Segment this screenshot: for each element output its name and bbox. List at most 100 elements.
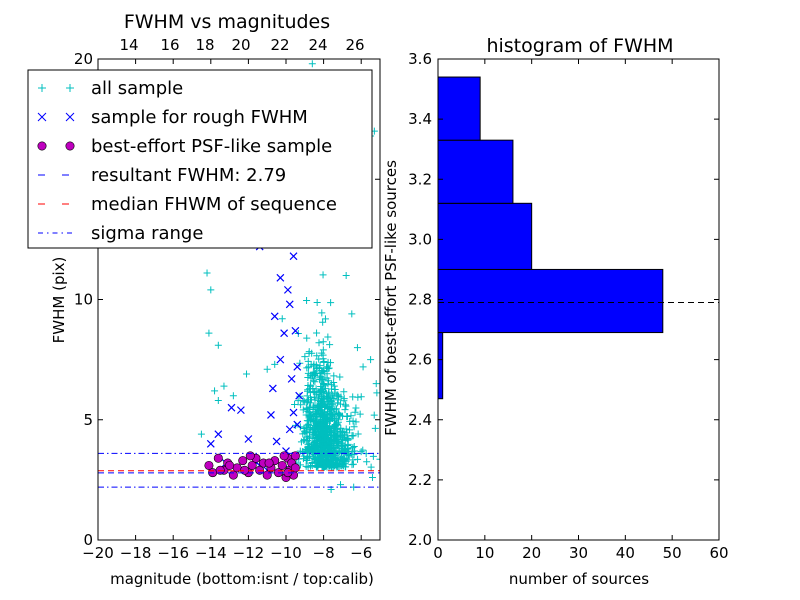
all-sample-point	[347, 412, 355, 420]
rough-fwhm-point	[270, 312, 279, 321]
all-sample-point	[356, 410, 364, 418]
all-sample-point	[313, 412, 321, 420]
all-sample-point	[319, 423, 327, 431]
all-sample-point	[325, 364, 333, 372]
all-sample-point	[278, 315, 286, 323]
top-axis-tick-label: 24	[308, 36, 327, 54]
x-tick-label: −20	[82, 544, 114, 562]
all-sample-point	[349, 444, 357, 452]
scatter-plot: −20−18−16−14−12−10−8−6051015201416182022…	[27, 11, 381, 588]
top-axis-tick-label: 20	[231, 36, 250, 54]
all-sample-point	[343, 434, 351, 442]
histogram-y-label: FWHM of best-effort PSF-like sources	[382, 160, 400, 436]
all-sample-point	[306, 381, 314, 389]
all-sample-point	[333, 420, 341, 428]
all-sample-point	[363, 458, 371, 466]
all-sample-point	[342, 454, 350, 462]
all-sample-point	[319, 429, 327, 437]
histogram-bar	[437, 202, 533, 270]
all-sample-point	[324, 365, 332, 373]
plot-area	[98, 60, 380, 493]
y-tick-label: 2.2	[408, 471, 432, 489]
top-axis-tick-label: 14	[119, 36, 138, 54]
all-sample-point	[372, 380, 380, 388]
all-sample-point	[305, 385, 313, 393]
all-sample-point	[367, 356, 375, 364]
all-sample-point	[302, 456, 310, 464]
all-sample-point	[313, 299, 321, 307]
y-tick-label: 0	[83, 531, 93, 549]
all-sample-point	[320, 382, 328, 390]
all-sample-point	[371, 424, 379, 432]
top-axis-tick-label: 18	[195, 36, 214, 54]
all-sample-point	[336, 373, 344, 381]
all-sample-point	[330, 379, 338, 387]
scatter-x-label: magnitude (bottom:isnt / top:calib)	[110, 570, 374, 588]
y-tick-label: 3.0	[408, 230, 432, 248]
all-sample-point	[357, 448, 365, 456]
all-sample-point	[309, 406, 317, 414]
all-sample-point	[302, 462, 310, 470]
all-sample-point	[220, 382, 228, 390]
all-sample-point	[317, 372, 325, 380]
top-axis-tick-label: 26	[345, 36, 364, 54]
all-sample-point	[318, 367, 326, 375]
all-sample-point	[211, 387, 219, 395]
x-tick-label: −14	[195, 544, 227, 562]
all-sample-point	[323, 418, 331, 426]
all-sample-point	[323, 453, 331, 461]
all-sample-point	[316, 374, 324, 382]
all-sample-point	[305, 444, 313, 452]
all-sample-point	[337, 424, 345, 432]
all-sample-point	[304, 357, 312, 365]
all-sample-point	[331, 389, 339, 397]
all-sample-point	[327, 299, 335, 307]
x-tick-label: −16	[157, 544, 189, 562]
all-sample-point	[297, 401, 305, 409]
series-best-effort-psf-like-sample	[204, 451, 300, 482]
all-sample-point	[203, 269, 211, 277]
histogram-plot: 0 10 20 30 40 50 60 2.0 2.2 2.4 2.6 2.8 3.0 3.2 3.4 3.6…	[382, 35, 729, 588]
all-sample-point	[302, 427, 310, 435]
all-sample-point	[349, 417, 357, 425]
all-sample-point	[324, 358, 332, 366]
x-tick-label: −6	[350, 544, 372, 562]
all-sample-point	[304, 436, 312, 444]
all-sample-point	[299, 397, 307, 405]
all-sample-point	[348, 447, 356, 455]
all-sample-point	[322, 385, 330, 393]
y-tick-label: 2.8	[408, 291, 432, 309]
all-sample-point	[308, 60, 316, 68]
all-sample-point	[335, 392, 343, 400]
all-sample-point	[299, 406, 307, 414]
all-sample-point	[352, 404, 360, 412]
legend-entry-label: all sample	[91, 78, 183, 99]
all-sample-point	[340, 388, 348, 396]
all-sample-point	[342, 402, 350, 410]
rough-fwhm-point	[295, 391, 304, 400]
all-sample-point	[351, 408, 359, 416]
all-sample-point	[369, 452, 377, 460]
rough-fwhm-point	[291, 326, 300, 335]
all-sample-point	[349, 460, 357, 468]
psf-like-point	[225, 460, 235, 470]
all-sample-point	[319, 338, 327, 346]
x-tick-label: 40	[616, 544, 635, 562]
psf-like-point	[245, 451, 255, 461]
all-sample-point	[317, 401, 325, 409]
all-sample-point	[329, 410, 337, 418]
all-sample-point	[337, 481, 345, 489]
x-tick-label: 60	[709, 544, 728, 562]
all-sample-point	[334, 409, 342, 417]
all-sample-point	[291, 400, 299, 408]
legend-box	[27, 69, 373, 249]
all-sample-point	[335, 460, 343, 468]
all-sample-point	[313, 435, 321, 443]
all-sample-point	[313, 329, 321, 337]
all-sample-point	[320, 459, 328, 467]
all-sample-point	[310, 377, 318, 385]
x-tick-label: −10	[270, 544, 302, 562]
y-tick-label: 3.6	[408, 50, 432, 68]
all-sample-point	[324, 333, 332, 341]
all-sample-point	[271, 360, 279, 368]
